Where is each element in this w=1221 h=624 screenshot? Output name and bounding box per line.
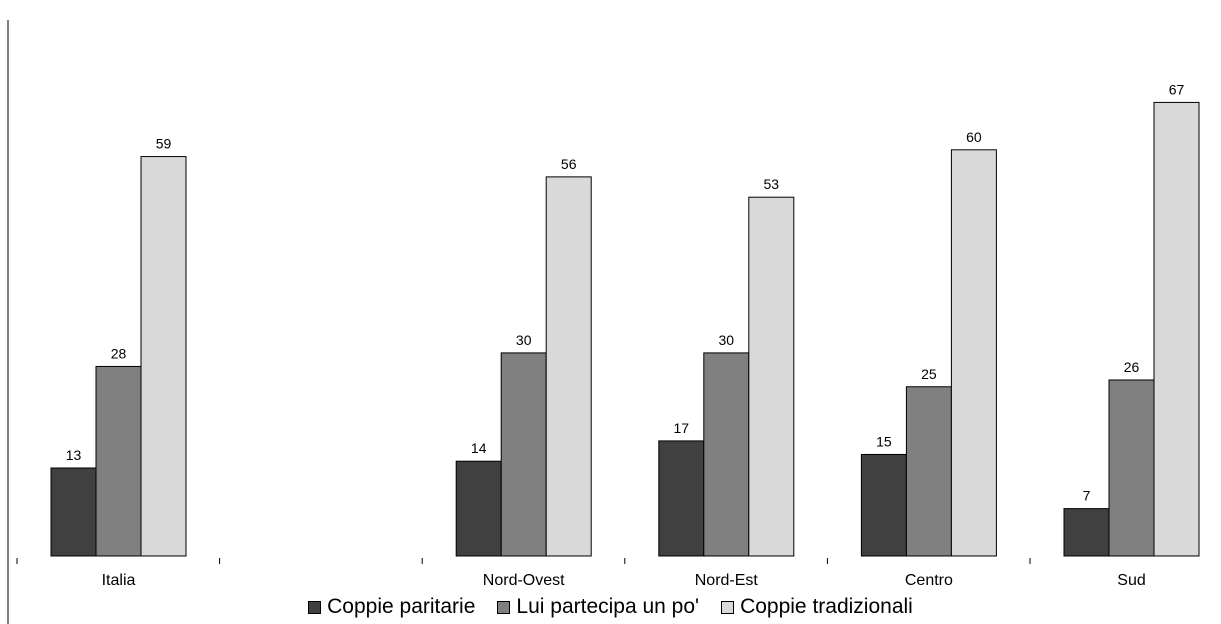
data-label-lui-partecipa: 30 (516, 332, 532, 348)
data-labels: 13 28 59 14 30 56 17 30 53 15 25 60 7 26 67 (66, 81, 1185, 503)
legend-label-lui-partecipa: Lui partecipa un po' (516, 595, 700, 618)
legend: Coppie paritarie Lui partecipa un po' Co… (0, 594, 1221, 620)
x-axis-ticks (16, 558, 1031, 564)
legend-item-coppie-paritarie: Coppie paritarie (308, 595, 475, 619)
data-label-coppie-paritarie: 17 (674, 420, 690, 436)
data-label-lui-partecipa: 30 (719, 332, 735, 348)
category-labels: Italia Nord-Ovest Nord-Est Centro Sud (102, 572, 1146, 589)
bar-coppie-paritarie (455, 460, 502, 557)
data-label-coppie-tradizionali: 56 (561, 156, 577, 172)
legend-item-coppie-tradizionali: Coppie tradizionali (721, 595, 913, 619)
bar-coppie-tradizionali (950, 149, 997, 557)
data-label-coppie-tradizionali: 53 (764, 176, 780, 192)
legend-swatch-coppie-tradizionali (721, 600, 735, 614)
legend-label-coppie-paritarie: Coppie paritarie (327, 595, 476, 618)
data-label-coppie-tradizionali: 67 (1169, 81, 1185, 97)
data-label-lui-partecipa: 28 (111, 345, 127, 361)
data-label-lui-partecipa: 26 (1124, 359, 1140, 375)
data-label-coppie-paritarie: 14 (471, 440, 487, 456)
bar-coppie-paritarie (1063, 508, 1110, 557)
data-label-coppie-tradizionali: 60 (966, 129, 982, 145)
bar-lui-partecipa (703, 352, 750, 557)
bar-lui-partecipa (905, 386, 952, 557)
legend-swatch-coppie-paritarie (308, 600, 322, 614)
data-label-coppie-paritarie: 15 (876, 433, 892, 449)
bar-lui-partecipa (95, 365, 142, 557)
bar-coppie-paritarie (860, 453, 907, 557)
legend-item-lui-partecipa: Lui partecipa un po' (497, 595, 699, 619)
bar-lui-partecipa (1108, 379, 1155, 557)
legend-swatch-lui-partecipa (497, 600, 511, 614)
bar-coppie-tradizionali (1153, 101, 1200, 557)
data-label-coppie-paritarie: 7 (1083, 488, 1091, 504)
bar-coppie-tradizionali (748, 196, 795, 557)
category-label: Nord-Ovest (483, 572, 565, 589)
bar-coppie-paritarie (50, 467, 97, 557)
data-label-coppie-tradizionali: 59 (156, 136, 172, 152)
bar-coppie-tradizionali (140, 156, 187, 557)
bar-coppie-paritarie (658, 440, 705, 557)
category-label: Centro (905, 572, 953, 589)
category-label: Sud (1117, 572, 1145, 589)
bars (50, 101, 1200, 557)
category-label: Nord-Est (695, 572, 759, 589)
bar-coppie-tradizionali (545, 176, 592, 557)
category-label: Italia (102, 572, 136, 589)
data-label-lui-partecipa: 25 (921, 366, 937, 382)
legend-label-coppie-tradizionali: Coppie tradizionali (740, 595, 913, 618)
data-label-coppie-paritarie: 13 (66, 447, 82, 463)
bar-lui-partecipa (500, 352, 547, 557)
